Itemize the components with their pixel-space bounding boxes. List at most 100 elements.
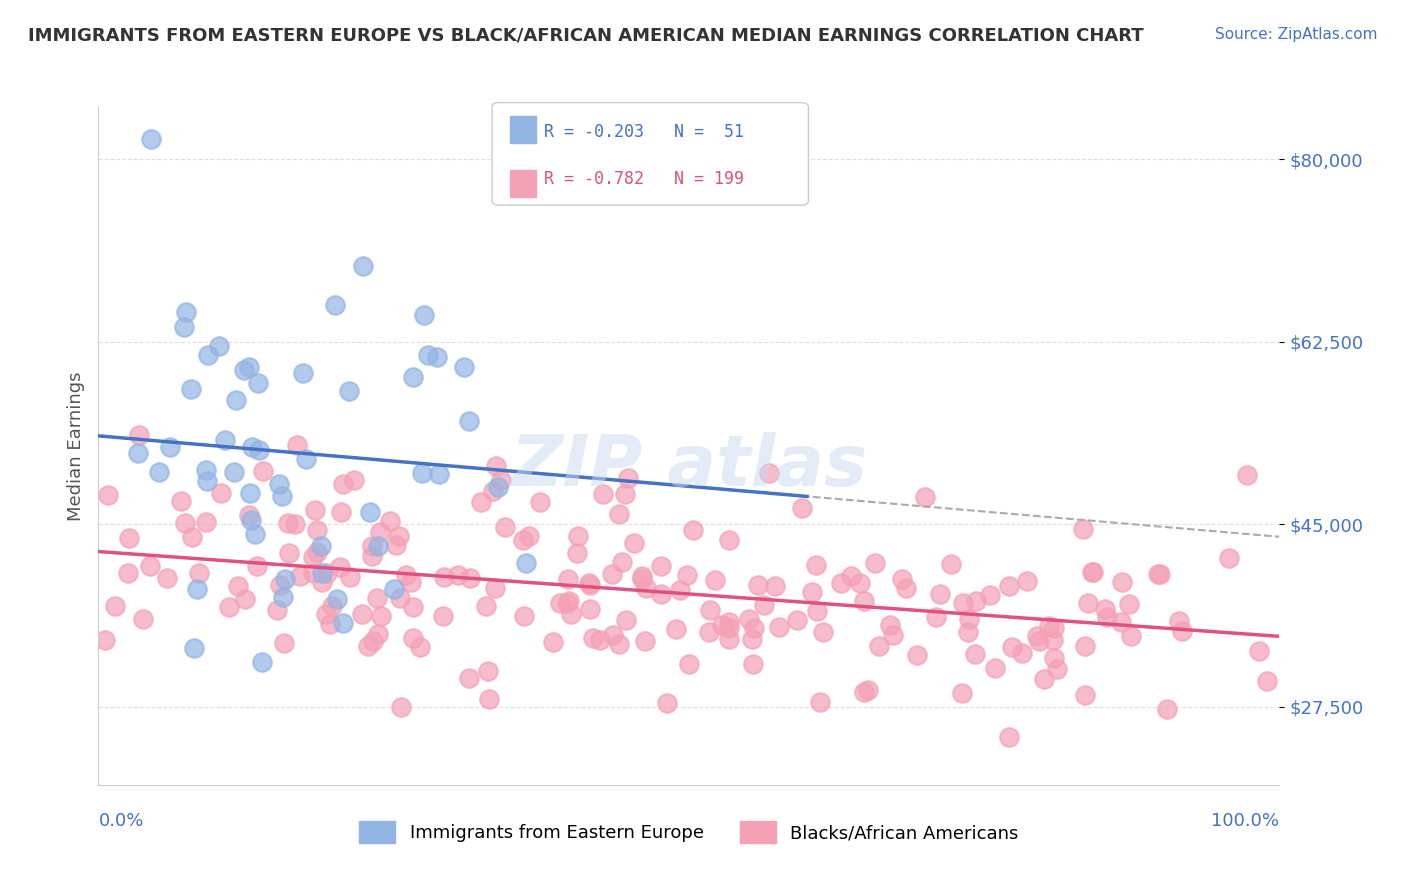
Point (1156, 702, 1178, 716)
Point (1028, 634, 1050, 648)
Point (208, 339, 231, 353)
Point (548, 597, 571, 611)
Point (567, 529, 589, 543)
Point (332, 477, 354, 491)
Point (607, 637, 630, 651)
Point (311, 566, 333, 581)
Point (950, 686, 973, 700)
Point (925, 610, 948, 624)
Point (291, 366, 314, 380)
Point (852, 594, 875, 608)
Point (239, 513, 262, 527)
Point (389, 700, 412, 714)
Point (1046, 662, 1069, 676)
Point (868, 640, 890, 654)
Point (1083, 565, 1105, 579)
Point (315, 607, 337, 621)
Point (117, 566, 139, 580)
Point (800, 584, 823, 599)
Point (271, 489, 294, 503)
Point (567, 546, 589, 560)
Point (325, 592, 347, 607)
Point (413, 309, 436, 323)
Point (180, 382, 202, 396)
Point (470, 495, 492, 509)
Point (1167, 614, 1189, 628)
Point (1119, 628, 1142, 642)
Point (170, 493, 193, 508)
Point (710, 617, 733, 632)
Point (361, 539, 384, 553)
Point (744, 621, 766, 635)
Point (284, 516, 307, 531)
Point (592, 487, 614, 501)
Point (453, 359, 475, 374)
Point (650, 558, 672, 573)
Point (957, 612, 980, 626)
Point (181, 530, 204, 544)
Point (426, 350, 449, 364)
Point (132, 612, 155, 626)
Point (339, 570, 361, 584)
Point (1038, 619, 1060, 633)
Point (602, 628, 624, 642)
Point (138, 559, 160, 574)
Point (337, 384, 360, 399)
Point (243, 526, 266, 541)
Point (343, 473, 366, 487)
Point (541, 635, 564, 649)
Point (246, 559, 269, 574)
Point (489, 473, 512, 487)
Point (630, 568, 652, 582)
Point (321, 599, 343, 613)
Point (979, 588, 1001, 602)
Point (513, 609, 536, 624)
Point (1026, 629, 1049, 643)
Text: IMMIGRANTS FROM EASTERN EUROPE VS BLACK/AFRICAN AMERICAN MEDIAN EARNINGS CORRELA: IMMIGRANTS FROM EASTERN EUROPE VS BLACK/… (28, 27, 1143, 45)
Point (485, 459, 508, 474)
Legend: Immigrants from Eastern Europe, Blacks/African Americans: Immigrants from Eastern Europe, Blacks/A… (352, 814, 1026, 850)
Point (752, 599, 775, 613)
Point (763, 579, 786, 593)
Point (433, 569, 456, 583)
Point (614, 613, 637, 627)
Point (555, 597, 578, 611)
Point (579, 578, 602, 592)
Point (309, 539, 332, 553)
Point (225, 393, 247, 408)
Point (294, 451, 316, 466)
Point (240, 440, 263, 454)
Point (665, 622, 688, 636)
Point (395, 567, 418, 582)
Point (742, 657, 765, 671)
Point (389, 591, 412, 606)
Point (388, 529, 411, 543)
Point (127, 446, 149, 460)
Point (792, 501, 814, 516)
Point (678, 657, 700, 672)
Point (839, 569, 862, 583)
Point (197, 348, 219, 362)
Point (1147, 567, 1170, 582)
Point (600, 566, 623, 581)
Point (235, 591, 257, 606)
Point (307, 545, 329, 559)
Point (411, 467, 433, 481)
Point (1236, 468, 1258, 483)
Point (1118, 598, 1140, 612)
Point (271, 590, 294, 604)
Point (238, 508, 260, 522)
Point (159, 440, 181, 454)
Point (607, 508, 630, 522)
Point (384, 538, 406, 552)
Point (278, 546, 301, 560)
Point (697, 624, 720, 639)
Text: ZIP atlas: ZIP atlas (510, 432, 868, 500)
Point (614, 487, 637, 501)
Point (1015, 574, 1038, 588)
Point (367, 539, 389, 553)
Point (997, 730, 1019, 744)
Point (515, 556, 537, 570)
Point (311, 574, 333, 589)
Point (402, 631, 425, 645)
